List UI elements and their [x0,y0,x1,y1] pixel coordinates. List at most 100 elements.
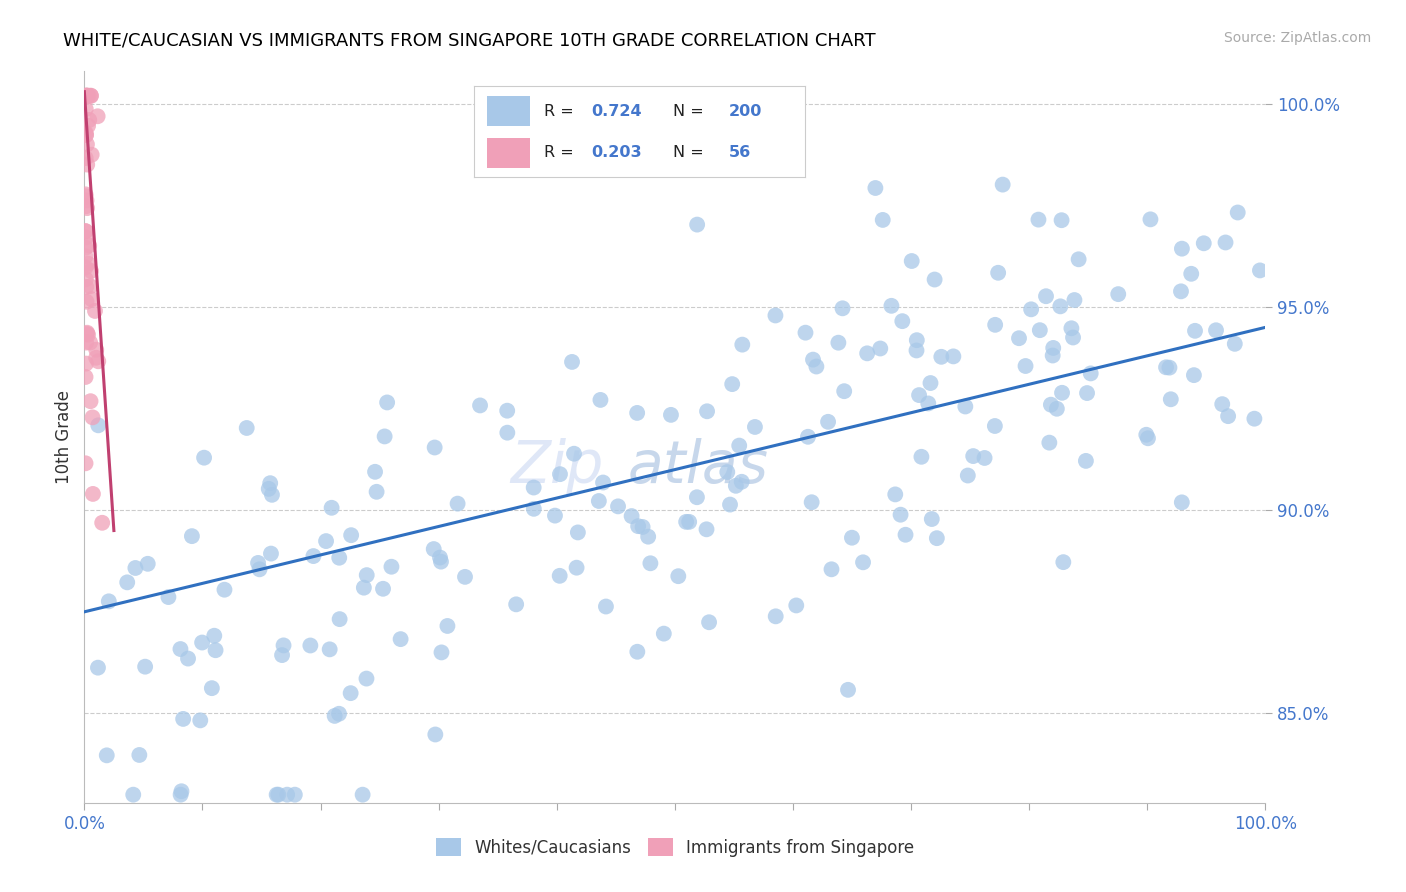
Point [77,119,100,133]
Point [620,509,643,524]
Point [180,529,202,543]
Point [75,357,97,371]
Point [801,352,824,367]
Point [75,335,97,350]
Point [1063,293,1085,307]
Point [76,88,98,103]
Point [728,439,751,453]
Point [785,599,807,613]
Y-axis label: 10th Grade: 10th Grade [55,390,73,484]
Point [76,157,98,171]
Point [1226,205,1249,219]
Point [204,643,226,657]
Point [1216,409,1239,424]
Point [260,488,283,502]
Point [505,598,527,612]
Point [880,299,903,313]
Point [1182,368,1205,383]
Point [1076,386,1098,401]
Point [77,257,100,271]
Point [76,294,98,309]
Point [75,88,97,103]
Point [832,384,855,399]
Point [259,476,281,491]
Point [872,213,894,227]
Point [607,500,630,514]
Point [329,612,352,626]
Point [169,642,191,657]
Point [436,619,458,633]
Point [973,450,995,465]
Point [627,519,650,533]
Point [1249,263,1271,277]
Point [724,479,747,493]
Point [1205,323,1227,337]
Point [77,238,100,252]
Point [177,651,200,665]
Point [962,449,984,463]
Point [900,254,922,268]
Point [76,88,98,103]
Point [931,350,953,364]
Point [869,342,891,356]
Point [1171,495,1194,509]
Point [257,482,280,496]
Point [1050,213,1073,227]
Point [425,727,447,741]
Point [765,309,787,323]
Point [75,187,97,202]
Point [696,522,718,536]
Point [1180,267,1202,281]
Point [1029,323,1052,337]
Point [666,569,689,583]
Point [76,88,98,103]
Point [1074,454,1097,468]
Point [389,632,412,647]
Point [1038,435,1060,450]
Point [956,468,979,483]
Point [865,181,887,195]
Point [942,350,965,364]
Point [686,490,709,504]
Point [356,672,378,686]
Point [235,421,257,435]
Point [75,151,97,165]
Point [800,495,823,509]
Point [1223,336,1246,351]
Point [87,660,110,674]
Point [1062,330,1084,344]
Point [247,556,270,570]
Point [1019,302,1042,317]
Point [364,465,387,479]
Point [80,88,103,103]
Point [841,531,863,545]
Point [422,542,444,557]
Point [75,88,97,103]
Point [652,626,675,640]
Point [82,410,104,425]
Point [353,581,375,595]
Point [984,419,1007,434]
Point [1215,235,1237,250]
Point [595,599,617,614]
Point [86,109,108,123]
Point [925,531,948,545]
Point [87,418,110,433]
Point [172,712,194,726]
Point [366,484,388,499]
Point [905,333,928,347]
Point [1035,289,1057,303]
Point [375,395,398,409]
Point [697,615,720,630]
Point [75,224,97,238]
Point [75,102,97,116]
Point [548,467,571,482]
Point [523,481,546,495]
Point [1184,324,1206,338]
Point [1052,555,1074,569]
Point [1046,401,1069,416]
Point [79,279,101,293]
Point [214,582,236,597]
Point [97,594,120,608]
Point [659,408,682,422]
